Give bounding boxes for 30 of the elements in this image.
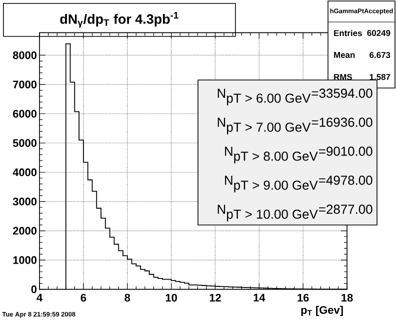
x-tick-label: 16 [298, 294, 309, 302]
y-tick-label: 8000 [12, 51, 37, 60]
text: 60249 [367, 30, 390, 36]
y-tick-label: 1000 [13, 256, 37, 264]
y-tick-label: 2000 [12, 226, 37, 235]
x-axis-title: p$_{T}$ [Gev] [301, 306, 343, 316]
x-tick-label: 14 [254, 294, 266, 302]
y-tick-label: 0 [31, 285, 37, 294]
x-tick-label: 10 [166, 294, 177, 302]
y-tick-label: 4000 [12, 168, 37, 176]
annotation: $\mbox{N}_{\mbox{pT > 8.00 GeV}}\mbox{=9010.00}$ [225, 146, 372, 164]
x-tick-label: 6 [80, 294, 86, 302]
chart-title: dN$_{γ}$/dp$_{T}$ for 4.3pb$^{-1}$ [60, 12, 178, 28]
y-tick-label: 6000 [13, 110, 37, 118]
y-tick-label: 3000 [12, 198, 37, 206]
x-tick-label: 12 [210, 294, 221, 302]
annotation: $\mbox{N}_{\mbox{pT > 9.00 GeV}}\mbox{=4978.00}$ [225, 176, 372, 192]
y-tick-label: 7000 [13, 80, 37, 88]
x-tick-label: 18 [342, 294, 353, 302]
annotation: Entries [334, 30, 362, 36]
annotation: $\mbox{N}_{\mbox{pT > 10.00 GeV}}\mbox{=2877.00}$ [218, 204, 372, 222]
text: 6.673 [370, 52, 390, 58]
annotation: $\mbox{N}_{\mbox{pT > 6.00 GeV}}\mbox{=33594.00}$ [218, 88, 372, 106]
annotation: RMS [334, 74, 352, 80]
annotation: $\mbox{N}_{\mbox{pT > 7.00 GeV}}\mbox{=16936.00}$ [218, 118, 372, 134]
y-tick-label: 5000 [12, 139, 37, 147]
annotation: Mean [334, 52, 355, 58]
text: 1.587 [370, 74, 390, 80]
x-tick-label: 8 [124, 294, 130, 302]
x-tick-label: 4 [36, 294, 42, 302]
